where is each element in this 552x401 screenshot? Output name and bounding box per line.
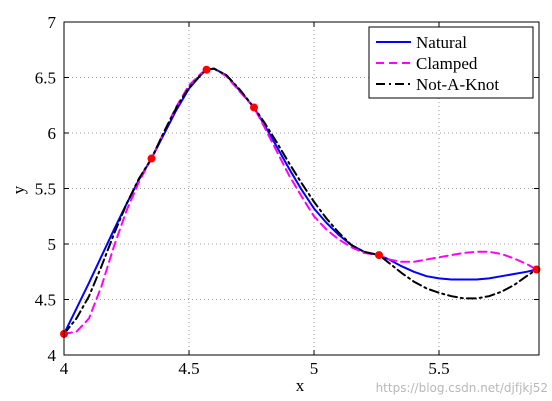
legend-label: Not-A-Knot (416, 75, 499, 94)
series-line-not-a-knot (63, 67, 538, 335)
x-axis-label: x (296, 376, 305, 395)
y-tick-label: 7 (48, 13, 57, 32)
watermark: https://blog.csdn.net/djfjkj52 (376, 381, 548, 395)
x-tick-label: 5 (310, 359, 319, 378)
legend-label: Natural (416, 33, 467, 52)
knot-point (250, 103, 258, 112)
legend: Natural Clamped Not-A-Knot (368, 26, 534, 99)
x-tick-labels: 4 4.5 5 5.5 (60, 359, 450, 378)
knot-markers (60, 65, 541, 338)
axis-ticks (63, 21, 539, 356)
knot-point (202, 65, 211, 74)
y-axis-label: y (9, 185, 28, 194)
y-tick-labels: 4 4.5 5 5.5 6 6.5 7 (35, 13, 57, 365)
y-tick-label: 5.5 (35, 180, 56, 199)
y-tick-label: 4.5 (35, 291, 56, 310)
series-lines (63, 67, 538, 335)
knot-point (147, 154, 156, 163)
y-tick-label: 5 (48, 235, 57, 254)
x-tick-label: 4 (60, 359, 69, 378)
knot-point (375, 251, 383, 260)
y-tick-label: 6 (48, 124, 57, 143)
x-tick-label: 4.5 (178, 359, 199, 378)
y-tick-label: 6.5 (35, 69, 56, 88)
y-tick-label: 4 (48, 346, 57, 365)
x-tick-label: 5.5 (428, 359, 449, 378)
legend-label: Clamped (416, 54, 478, 73)
